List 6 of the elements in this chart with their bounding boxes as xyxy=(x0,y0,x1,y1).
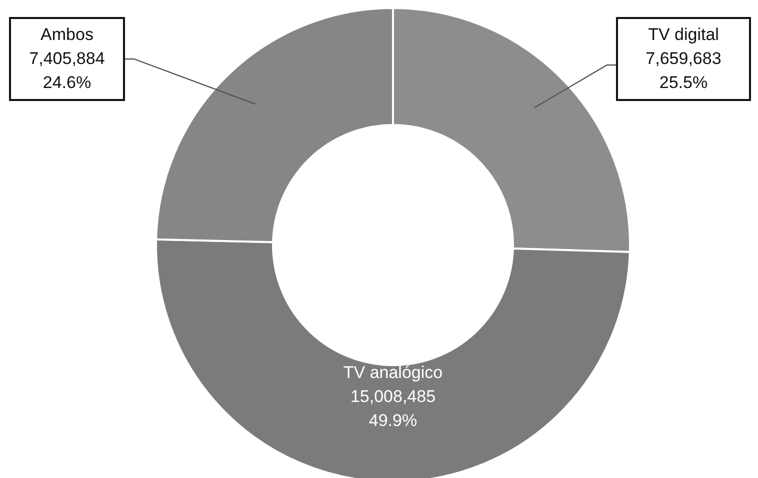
slice-label: TV analógico xyxy=(343,362,443,382)
slice-label: Ambos xyxy=(40,25,94,44)
data-label: 7,405,884 24.6% xyxy=(29,49,105,92)
slice-label: TV digital xyxy=(648,25,719,44)
data-label: 7,659,683 25.5% xyxy=(646,49,722,92)
data-label: 15,008,485 49.9% xyxy=(350,386,436,430)
